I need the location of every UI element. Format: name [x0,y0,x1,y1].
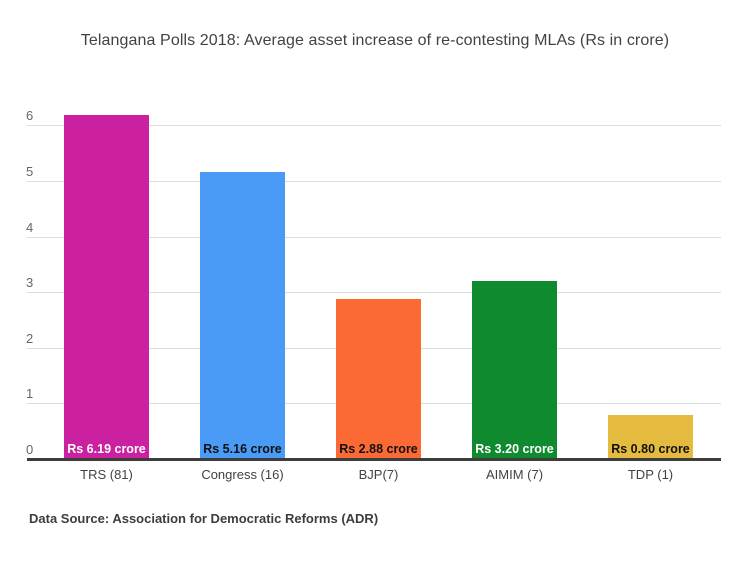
gridline [27,236,721,238]
x-category-label: AIMIM (7) [485,467,544,482]
gridline [27,292,721,294]
y-tick-label: 0 [26,442,34,457]
chart-title: Telangana Polls 2018: Average asset incr… [80,32,670,49]
x-category-label: TDP (1) [627,467,674,482]
x-category-label: BJP(7) [358,467,399,482]
y-tick-label: 4 [26,219,34,235]
x-category-label: Congress (16) [201,467,284,482]
y-tick-label: 2 [26,330,34,346]
y-tick-label: 3 [26,275,34,291]
bar-value-label: Rs 0.80 crore [611,441,690,456]
bar-value-label: Rs 5.16 crore [203,441,282,456]
bar: Rs 0.80 crore [608,414,693,459]
gridline [27,125,721,127]
x-category-label: TRS (81) [80,467,133,482]
bar: Rs 5.16 crore [200,172,285,459]
bar: Rs 3.20 crore [472,281,557,459]
gridline [27,181,721,182]
bar-value-label: Rs 6.19 crore [67,441,146,456]
y-tick-label: 6 [26,108,34,124]
y-tick-label: 5 [26,164,34,179]
x-axis-line [27,458,721,461]
bar-value-label: Rs 2.88 crore [339,441,418,456]
bar: Rs 6.19 crore [64,114,149,459]
bar-value-label: Rs 3.20 crore [475,441,554,456]
bar: Rs 2.88 crore [336,298,421,459]
data-source-note: Data Source: Association for Democratic … [29,511,379,526]
y-tick-label: 1 [26,386,34,402]
